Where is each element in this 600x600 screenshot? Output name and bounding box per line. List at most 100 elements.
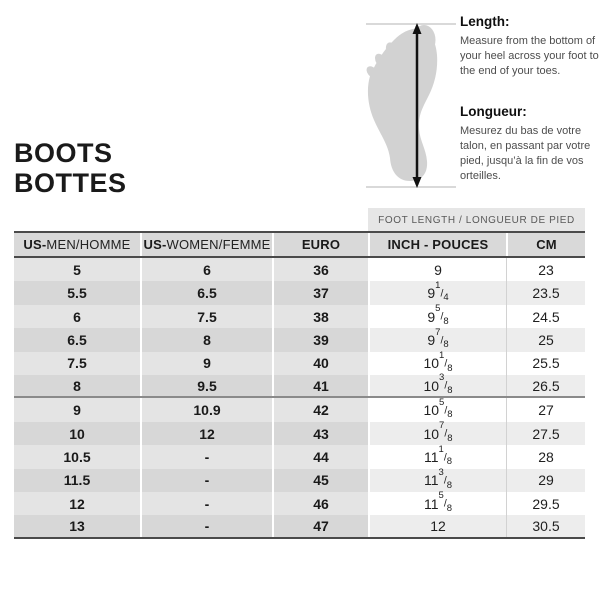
foot-length-banner: FOOT LENGTH / LONGUEUR DE PIED	[368, 208, 585, 231]
cell-cm: 26.5	[506, 375, 585, 397]
cell-euro: 36	[272, 258, 368, 282]
foot-silhouette	[366, 25, 438, 181]
page-title-line-fr: BOTTES	[14, 168, 127, 198]
table-row: 5 6 36 9 23	[14, 258, 585, 282]
cell-cm: 29.5	[506, 492, 585, 516]
cell-euro: 45	[272, 468, 368, 493]
table-row: 13-47 12 30.5	[14, 515, 585, 539]
cell-cm: 27	[506, 398, 585, 422]
cell-us-women: 6.5	[140, 281, 272, 305]
header-us-men-rest: MEN/HOMME	[46, 237, 131, 252]
cell-us-women: 8	[140, 328, 272, 352]
cell-euro: 41	[272, 375, 368, 397]
cell-inch: 12	[368, 515, 506, 537]
cell-us-men: 6	[14, 304, 140, 329]
cell-cm: 30.5	[506, 515, 585, 537]
cell-us-men: 13	[14, 515, 140, 537]
table-row: 9 10.9 42 10 5/8 27	[14, 397, 585, 422]
cell-us-men: 5.5	[14, 281, 140, 305]
foot-diagram	[366, 23, 456, 188]
length-arrow-icon	[412, 23, 422, 188]
cell-cm: 25	[506, 328, 585, 352]
cell-us-men: 6.5	[14, 328, 140, 352]
cell-inch: 10 5/8	[368, 397, 506, 422]
header-euro: EURO	[272, 233, 368, 256]
cell-us-men: 7.5	[14, 351, 140, 376]
header-euro-label: EURO	[301, 237, 341, 252]
cell-euro: 46	[272, 492, 368, 516]
cell-us-women: 10.9	[140, 398, 272, 422]
table-row: 11.5-45 11 3/8 29	[14, 467, 585, 493]
table-row: 10 12 43 10 7/8 27.5	[14, 420, 585, 446]
cell-cm: 23	[506, 258, 585, 282]
page-title-line-en: BOOTS	[14, 138, 113, 168]
longueur-description: Mesurez du bas de votre talon, en passan…	[460, 125, 591, 182]
cell-inch: 11 3/8	[368, 467, 506, 493]
cell-euro: 47	[272, 515, 368, 537]
cell-cm: 29	[506, 468, 585, 493]
cell-cm: 23.5	[506, 281, 585, 305]
cell-us-women: -	[140, 468, 272, 493]
length-heading: Length:	[460, 14, 510, 29]
cell-cm: 28	[506, 445, 585, 469]
cell-euro: 42	[272, 398, 368, 422]
cell-euro: 37	[272, 281, 368, 305]
header-cm: CM	[506, 233, 585, 256]
cell-inch: 11 5/8	[368, 490, 506, 516]
header-us-women: US- WOMEN/FEMME	[140, 233, 272, 256]
cell-inch: 9 1/4	[368, 280, 506, 305]
cell-us-women: 9	[140, 351, 272, 376]
cell-us-men: 5	[14, 258, 140, 282]
cell-us-women: -	[140, 515, 272, 537]
banner-row: FOOT LENGTH / LONGUEUR DE PIED	[14, 208, 585, 231]
cell-inch: 9 5/8	[368, 303, 506, 329]
page-title: BOOTS BOTTES	[14, 138, 127, 198]
table-header-row: US- MEN/HOMME US- WOMEN/FEMME EURO INCH - …	[14, 231, 585, 258]
table-row: 5.5 6.5 37 9 1/4 23.5	[14, 280, 585, 305]
cell-us-women: 9.5	[140, 375, 272, 397]
table-row: 6.5 8 39 9 7/8 25	[14, 327, 585, 352]
cell-euro: 43	[272, 421, 368, 446]
header-us-women-bold: US-	[143, 237, 167, 252]
cell-inch: 10 1/8	[368, 350, 506, 376]
longueur-heading: Longueur:	[460, 104, 527, 119]
cell-us-men: 10.5	[14, 445, 140, 469]
header-us-men: US- MEN/HOMME	[14, 233, 140, 256]
size-table-body: 5 6 36 9 23 5.5 6.5 37 9 1/4 23.5 6 7.5 38 9 5/8 24.5 6…	[14, 258, 585, 539]
length-description: Measure from the bottom of your heel acr…	[460, 35, 599, 77]
table-row: 8 9.5 41 10 3/8 26.5	[14, 372, 585, 399]
header-inch-label: INCH - POUCES	[387, 237, 489, 252]
cell-inch: 10 3/8	[368, 372, 506, 397]
header-us-men-bold: US-	[23, 237, 47, 252]
cell-cm: 24.5	[506, 304, 585, 329]
table-row: 12-46 11 5/8 29.5	[14, 490, 585, 516]
cell-euro: 40	[272, 351, 368, 376]
cell-us-women: -	[140, 492, 272, 516]
table-row: 10.5-44 11 1/8 28	[14, 444, 585, 469]
cell-euro: 38	[272, 304, 368, 329]
cell-cm: 27.5	[506, 421, 585, 446]
cell-us-women: 12	[140, 421, 272, 446]
banner-spacer	[14, 208, 368, 231]
measurement-guide: Length: Measure from the bottom of your …	[460, 14, 600, 184]
cell-cm: 25.5	[506, 351, 585, 376]
table-row: 7.5 9 40 10 1/8 25.5	[14, 350, 585, 376]
cell-euro: 44	[272, 445, 368, 469]
cell-us-women: -	[140, 445, 272, 469]
cell-inch: 11 1/8	[368, 444, 506, 469]
header-inch: INCH - POUCES	[368, 233, 506, 256]
size-table: FOOT LENGTH / LONGUEUR DE PIED US- MEN/HO…	[14, 208, 585, 539]
cell-us-men: 9	[14, 398, 140, 422]
cell-euro: 39	[272, 328, 368, 352]
cell-us-men: 8	[14, 375, 140, 397]
cell-inch: 9 7/8	[368, 327, 506, 352]
header-us-women-rest: WOMEN/FEMME	[166, 237, 271, 252]
cell-inch: 9	[368, 258, 506, 282]
cell-us-men: 12	[14, 492, 140, 516]
cell-us-women: 7.5	[140, 304, 272, 329]
table-row: 6 7.5 38 9 5/8 24.5	[14, 303, 585, 329]
cell-us-men: 11.5	[14, 468, 140, 493]
header-cm-label: CM	[536, 237, 557, 252]
cell-us-men: 10	[14, 421, 140, 446]
